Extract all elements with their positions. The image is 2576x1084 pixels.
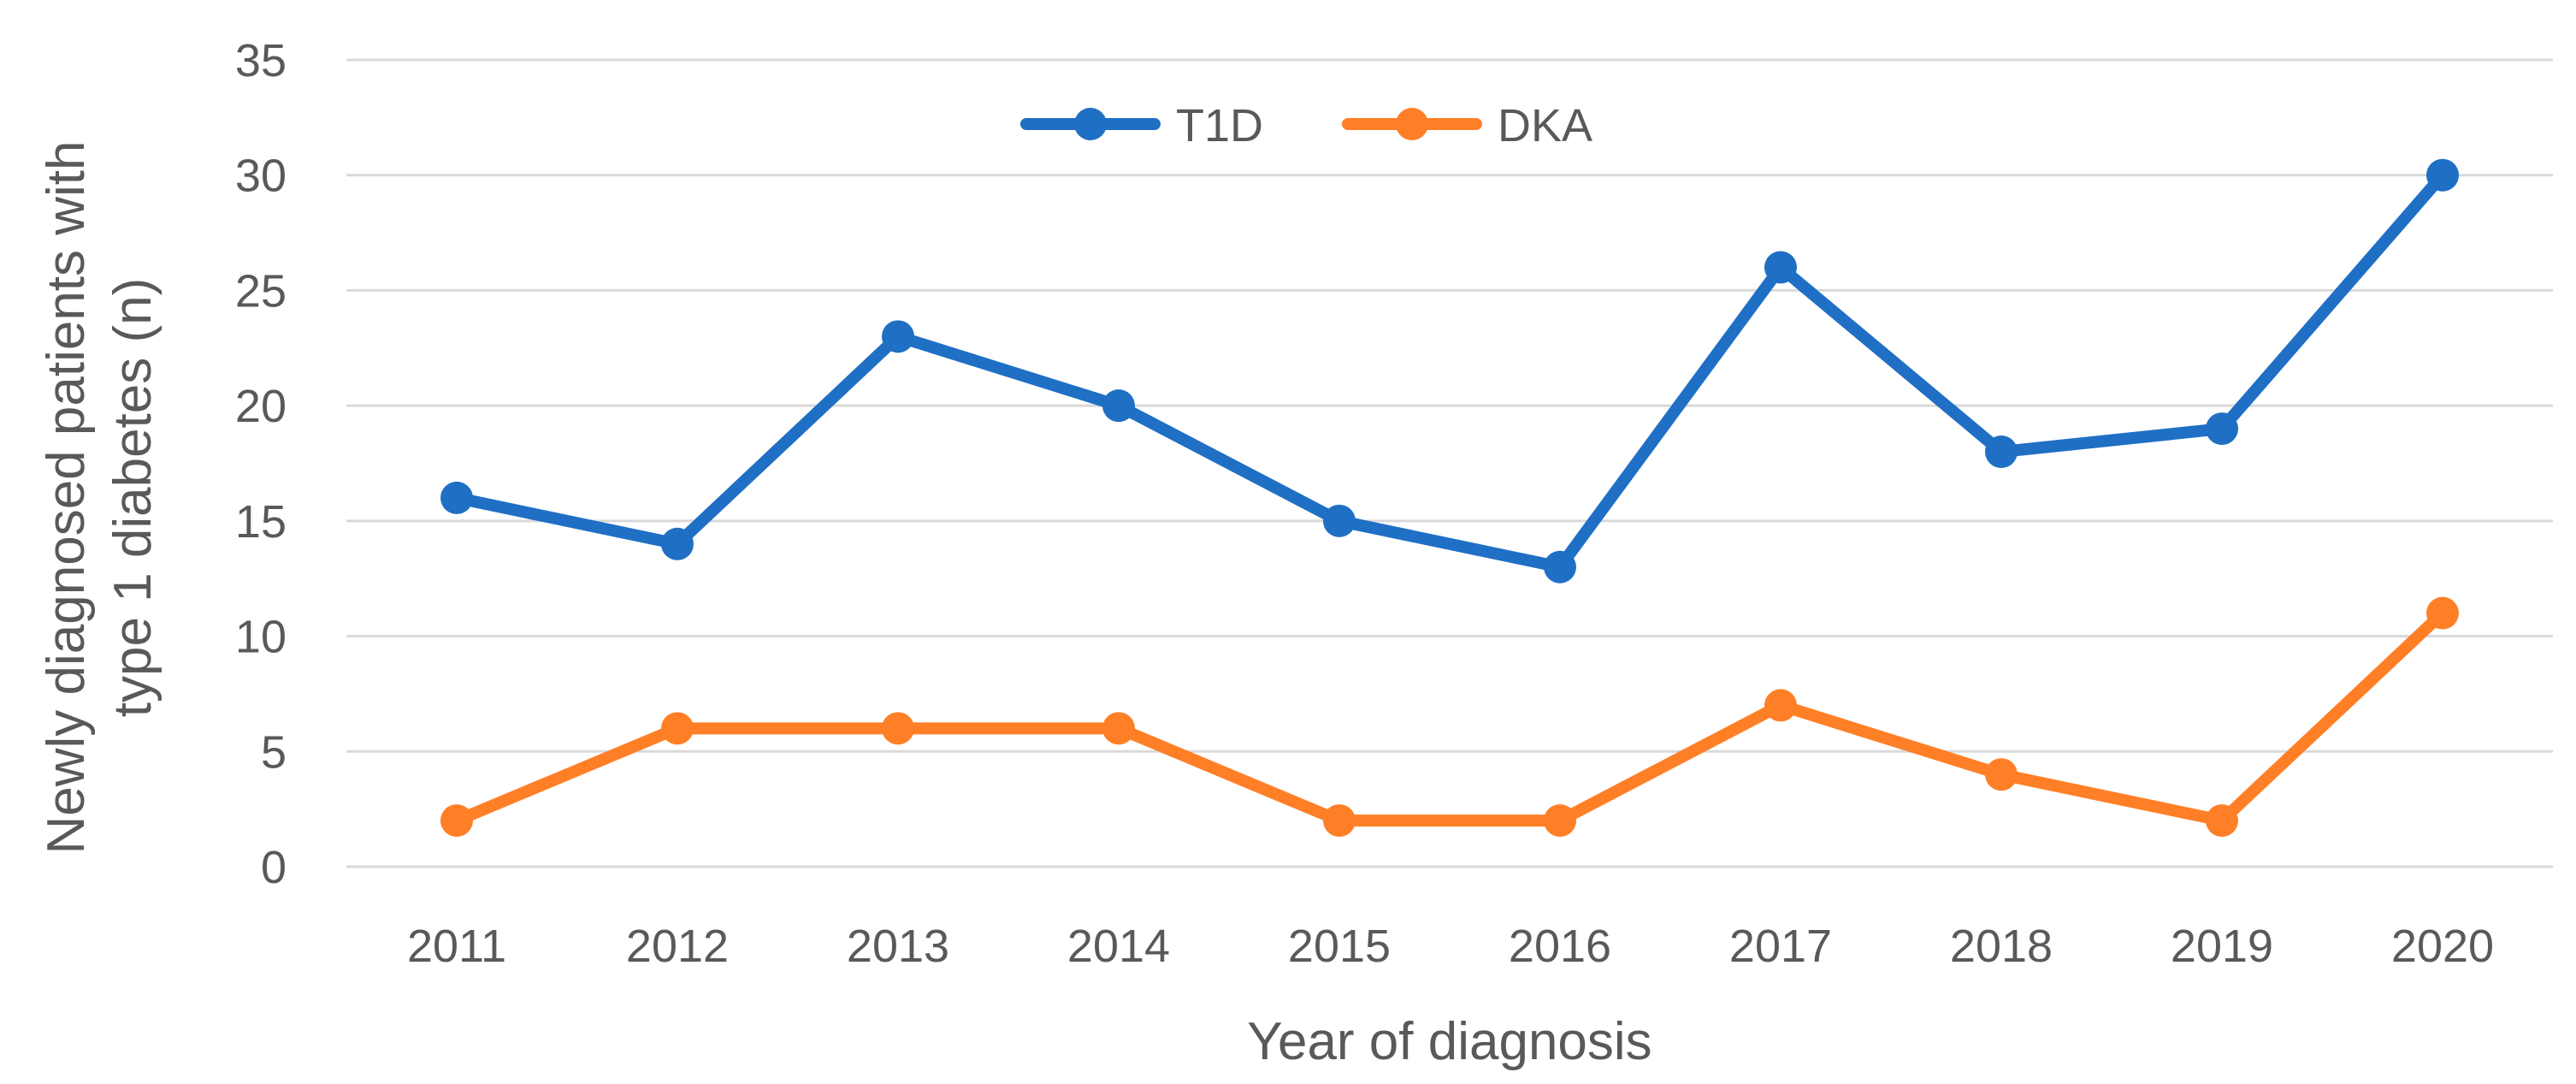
data-point-t1d-2018 bbox=[1985, 435, 2018, 469]
y-axis-title-line-2: type 1 diabetes (n) bbox=[103, 278, 162, 718]
data-point-dka-2017 bbox=[1764, 689, 1797, 722]
data-point-dka-2015 bbox=[1323, 804, 1356, 838]
x-tick-label: 2017 bbox=[1729, 921, 1832, 972]
y-tick-label: 15 bbox=[235, 496, 287, 548]
data-point-t1d-2016 bbox=[1544, 550, 1576, 583]
legend: T1D DKA bbox=[1020, 100, 1592, 151]
data-point-t1d-2020 bbox=[2426, 158, 2459, 192]
legend-item-t1d: T1D bbox=[1020, 100, 1263, 151]
series bbox=[440, 158, 2459, 838]
series-t1d bbox=[440, 158, 2459, 583]
data-point-dka-2016 bbox=[1544, 804, 1576, 838]
y-tick-label: 35 bbox=[235, 35, 287, 86]
series-dka bbox=[440, 596, 2459, 838]
y-tick-label: 20 bbox=[235, 381, 287, 432]
y-axis-title-line-1: Newly diagnosed patients with bbox=[37, 140, 96, 854]
legend-marker-dka bbox=[1396, 108, 1428, 140]
data-point-dka-2014 bbox=[1102, 712, 1135, 745]
x-tick-label: 2019 bbox=[2171, 921, 2273, 972]
x-tick-label: 2018 bbox=[1950, 921, 2053, 972]
x-tick-label: 2015 bbox=[1288, 921, 1391, 972]
x-tick-label: 2020 bbox=[2391, 921, 2494, 972]
series-line-dka bbox=[451, 607, 2449, 827]
data-point-t1d-2019 bbox=[2206, 412, 2238, 446]
data-point-t1d-2011 bbox=[440, 481, 473, 514]
data-point-t1d-2014 bbox=[1102, 389, 1135, 423]
y-tick-label: 10 bbox=[235, 612, 287, 663]
x-axis-title: Year of diagnosis bbox=[1247, 1012, 1651, 1071]
data-point-t1d-2012 bbox=[661, 527, 694, 560]
data-point-t1d-2017 bbox=[1764, 251, 1797, 284]
x-tick-label: 2012 bbox=[626, 921, 729, 972]
x-axis-tick-labels: 2011 2012 2013 2014 2015 2016 2017 2018 2019 2020 bbox=[407, 921, 2494, 972]
data-point-dka-2018 bbox=[1985, 758, 2018, 791]
data-point-dka-2012 bbox=[661, 712, 694, 745]
x-tick-label: 2014 bbox=[1067, 921, 1170, 972]
x-tick-label: 2011 bbox=[407, 921, 506, 972]
gridlines bbox=[346, 58, 2553, 868]
x-tick-label: 2013 bbox=[847, 921, 949, 972]
series-line-t1d bbox=[451, 169, 2449, 573]
data-point-dka-2019 bbox=[2206, 804, 2238, 838]
data-point-dka-2020 bbox=[2426, 596, 2459, 630]
legend-label-dka: DKA bbox=[1498, 100, 1592, 151]
y-tick-label: 30 bbox=[235, 151, 287, 202]
y-tick-label: 5 bbox=[261, 726, 287, 778]
data-point-t1d-2015 bbox=[1323, 504, 1356, 537]
legend-marker-t1d bbox=[1074, 108, 1107, 140]
y-tick-label: 25 bbox=[235, 265, 287, 317]
y-axis-tick-labels: 0 5 10 15 20 25 30 35 bbox=[235, 35, 287, 893]
data-point-t1d-2013 bbox=[882, 320, 914, 353]
legend-label-t1d: T1D bbox=[1176, 100, 1263, 151]
y-tick-label: 0 bbox=[261, 842, 287, 893]
legend-item-dka: DKA bbox=[1342, 100, 1592, 151]
x-tick-label: 2016 bbox=[1509, 921, 1611, 972]
data-point-dka-2011 bbox=[440, 804, 473, 838]
data-point-dka-2013 bbox=[882, 712, 914, 745]
